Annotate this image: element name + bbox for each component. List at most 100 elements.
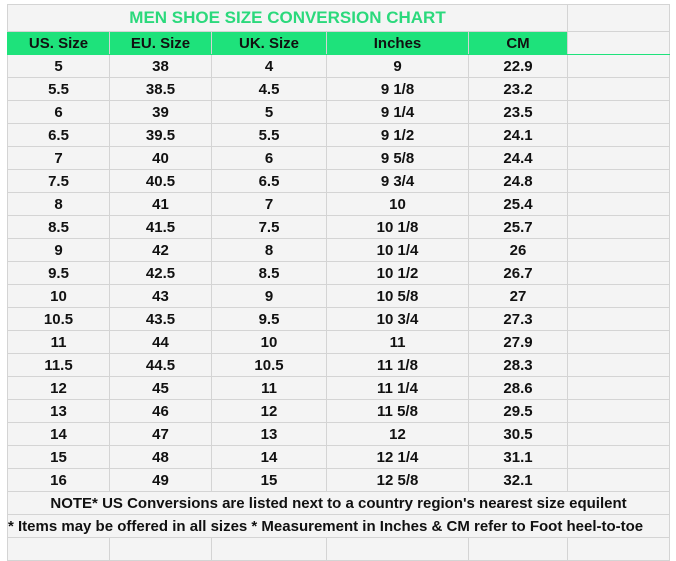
note-row[interactable]: NOTE* US Conversions are listed next to … <box>7 491 670 515</box>
cell-inches[interactable]: 10 3/4 <box>326 307 469 331</box>
empty-cell[interactable] <box>567 169 670 193</box>
cell-inches[interactable]: 12 <box>326 422 469 446</box>
empty-cell[interactable] <box>567 468 670 492</box>
cell-cm[interactable]: 24.1 <box>468 123 568 147</box>
cell-us-size[interactable]: 6.5 <box>7 123 110 147</box>
empty-cell[interactable] <box>7 537 110 561</box>
cell-inches[interactable]: 10 <box>326 192 469 216</box>
empty-cell[interactable] <box>567 238 670 262</box>
cell-cm[interactable]: 31.1 <box>468 445 568 469</box>
cell-eu-size[interactable]: 43.5 <box>109 307 212 331</box>
cell-cm[interactable]: 26 <box>468 238 568 262</box>
cell-eu-size[interactable]: 47 <box>109 422 212 446</box>
cell-us-size[interactable]: 5.5 <box>7 77 110 101</box>
empty-cell[interactable] <box>567 284 670 308</box>
cell-us-size[interactable]: 5 <box>7 54 110 78</box>
cell-eu-size[interactable]: 39 <box>109 100 212 124</box>
cell-inches[interactable]: 11 <box>326 330 469 354</box>
cell-eu-size[interactable]: 43 <box>109 284 212 308</box>
empty-cell[interactable] <box>567 307 670 331</box>
empty-cell[interactable] <box>567 376 670 400</box>
header-us-size[interactable]: US. Size <box>7 31 110 55</box>
empty-cell[interactable] <box>567 399 670 423</box>
cell-eu-size[interactable]: 40 <box>109 146 212 170</box>
cell-eu-size[interactable]: 42.5 <box>109 261 212 285</box>
cell-us-size[interactable]: 10 <box>7 284 110 308</box>
cell-eu-size[interactable]: 38 <box>109 54 212 78</box>
cell-cm[interactable]: 26.7 <box>468 261 568 285</box>
cell-cm[interactable]: 28.6 <box>468 376 568 400</box>
empty-cell[interactable] <box>567 192 670 216</box>
cell-us-size[interactable]: 9 <box>7 238 110 262</box>
cell-uk-size[interactable]: 14 <box>211 445 327 469</box>
cell-us-size[interactable]: 12 <box>7 376 110 400</box>
cell-uk-size[interactable]: 10 <box>211 330 327 354</box>
disclaimer-row[interactable]: * Items may be offered in all sizes * Me… <box>7 514 670 538</box>
cell-inches[interactable]: 9 3/4 <box>326 169 469 193</box>
cell-uk-size[interactable]: 6.5 <box>211 169 327 193</box>
cell-inches[interactable]: 9 1/4 <box>326 100 469 124</box>
empty-cell[interactable] <box>567 445 670 469</box>
cell-uk-size[interactable]: 7.5 <box>211 215 327 239</box>
cell-eu-size[interactable]: 42 <box>109 238 212 262</box>
cell-us-size[interactable]: 14 <box>7 422 110 446</box>
cell-cm[interactable]: 25.7 <box>468 215 568 239</box>
cell-cm[interactable]: 27.9 <box>468 330 568 354</box>
cell-us-size[interactable]: 11 <box>7 330 110 354</box>
cell-eu-size[interactable]: 49 <box>109 468 212 492</box>
empty-cell[interactable] <box>567 215 670 239</box>
empty-cell[interactable] <box>567 54 670 78</box>
cell-inches[interactable]: 11 5/8 <box>326 399 469 423</box>
empty-cell[interactable] <box>567 123 670 147</box>
cell-uk-size[interactable]: 9 <box>211 284 327 308</box>
cell-inches[interactable]: 11 1/8 <box>326 353 469 377</box>
cell-cm[interactable]: 24.4 <box>468 146 568 170</box>
cell-uk-size[interactable]: 8.5 <box>211 261 327 285</box>
header-uk-size[interactable]: UK. Size <box>211 31 327 55</box>
empty-cell[interactable] <box>567 77 670 101</box>
cell-uk-size[interactable]: 8 <box>211 238 327 262</box>
header-eu-size[interactable]: EU. Size <box>109 31 212 55</box>
empty-cell[interactable] <box>567 31 670 55</box>
cell-eu-size[interactable]: 41 <box>109 192 212 216</box>
cell-uk-size[interactable]: 5 <box>211 100 327 124</box>
empty-cell[interactable] <box>567 100 670 124</box>
cell-uk-size[interactable]: 4 <box>211 54 327 78</box>
cell-cm[interactable]: 27.3 <box>468 307 568 331</box>
cell-uk-size[interactable]: 12 <box>211 399 327 423</box>
cell-inches[interactable]: 12 1/4 <box>326 445 469 469</box>
header-inches[interactable]: Inches <box>326 31 469 55</box>
header-cm[interactable]: CM <box>468 31 568 55</box>
cell-cm[interactable]: 22.9 <box>468 54 568 78</box>
cell-inches[interactable]: 10 1/2 <box>326 261 469 285</box>
cell-eu-size[interactable]: 45 <box>109 376 212 400</box>
chart-title[interactable]: MEN SHOE SIZE CONVERSION CHART <box>7 4 568 32</box>
cell-cm[interactable]: 25.4 <box>468 192 568 216</box>
empty-cell[interactable] <box>211 537 327 561</box>
cell-inches[interactable]: 11 1/4 <box>326 376 469 400</box>
empty-cell[interactable] <box>326 537 469 561</box>
empty-cell[interactable] <box>567 146 670 170</box>
cell-us-size[interactable]: 13 <box>7 399 110 423</box>
empty-cell[interactable] <box>567 422 670 446</box>
cell-uk-size[interactable]: 10.5 <box>211 353 327 377</box>
cell-us-size[interactable]: 8 <box>7 192 110 216</box>
cell-inches[interactable]: 10 5/8 <box>326 284 469 308</box>
cell-us-size[interactable]: 7.5 <box>7 169 110 193</box>
cell-cm[interactable]: 28.3 <box>468 353 568 377</box>
cell-uk-size[interactable]: 5.5 <box>211 123 327 147</box>
empty-cell[interactable] <box>567 330 670 354</box>
cell-us-size[interactable]: 10.5 <box>7 307 110 331</box>
cell-cm[interactable]: 29.5 <box>468 399 568 423</box>
cell-inches[interactable]: 9 1/8 <box>326 77 469 101</box>
cell-us-size[interactable]: 9.5 <box>7 261 110 285</box>
cell-inches[interactable]: 12 5/8 <box>326 468 469 492</box>
cell-us-size[interactable]: 15 <box>7 445 110 469</box>
cell-eu-size[interactable]: 44.5 <box>109 353 212 377</box>
cell-cm[interactable]: 24.8 <box>468 169 568 193</box>
cell-cm[interactable]: 23.2 <box>468 77 568 101</box>
empty-cell[interactable] <box>567 353 670 377</box>
cell-us-size[interactable]: 16 <box>7 468 110 492</box>
cell-cm[interactable]: 23.5 <box>468 100 568 124</box>
cell-us-size[interactable]: 7 <box>7 146 110 170</box>
